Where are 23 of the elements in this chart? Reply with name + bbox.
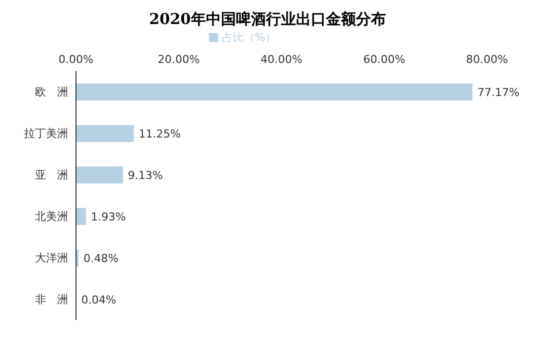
x-tick-label: 80.00% [466, 53, 508, 66]
y-tick-label: 亚 洲 [35, 168, 68, 182]
x-tick-label: 20.00% [158, 53, 200, 66]
chart-title: 2020年中国啤酒行业出口金额分布 [148, 9, 387, 30]
bar [76, 208, 86, 225]
data-label: 11.25% [138, 127, 181, 140]
y-tick-label: 非 洲 [35, 293, 68, 306]
data-label: 77.17% [477, 86, 520, 99]
y-tick-label: 拉丁美洲 [24, 127, 68, 140]
y-tick-label: 大洋洲 [35, 252, 68, 265]
x-tick-label: 0.00% [58, 53, 94, 66]
data-label: 9.13% [128, 168, 163, 182]
data-label: 0.04% [81, 293, 116, 306]
data-label: 1.93% [90, 210, 126, 224]
bar [76, 166, 123, 184]
x-tick-label: 60.00% [363, 53, 406, 66]
x-tick-label: 40.00% [260, 53, 302, 66]
y-tick-label: 北美洲 [35, 210, 68, 224]
bar [76, 124, 134, 142]
bar [76, 83, 472, 100]
y-tick-label: 欧 洲 [35, 86, 68, 99]
data-label: 0.48% [83, 252, 118, 265]
legend-label: 占比（%） [222, 31, 276, 44]
